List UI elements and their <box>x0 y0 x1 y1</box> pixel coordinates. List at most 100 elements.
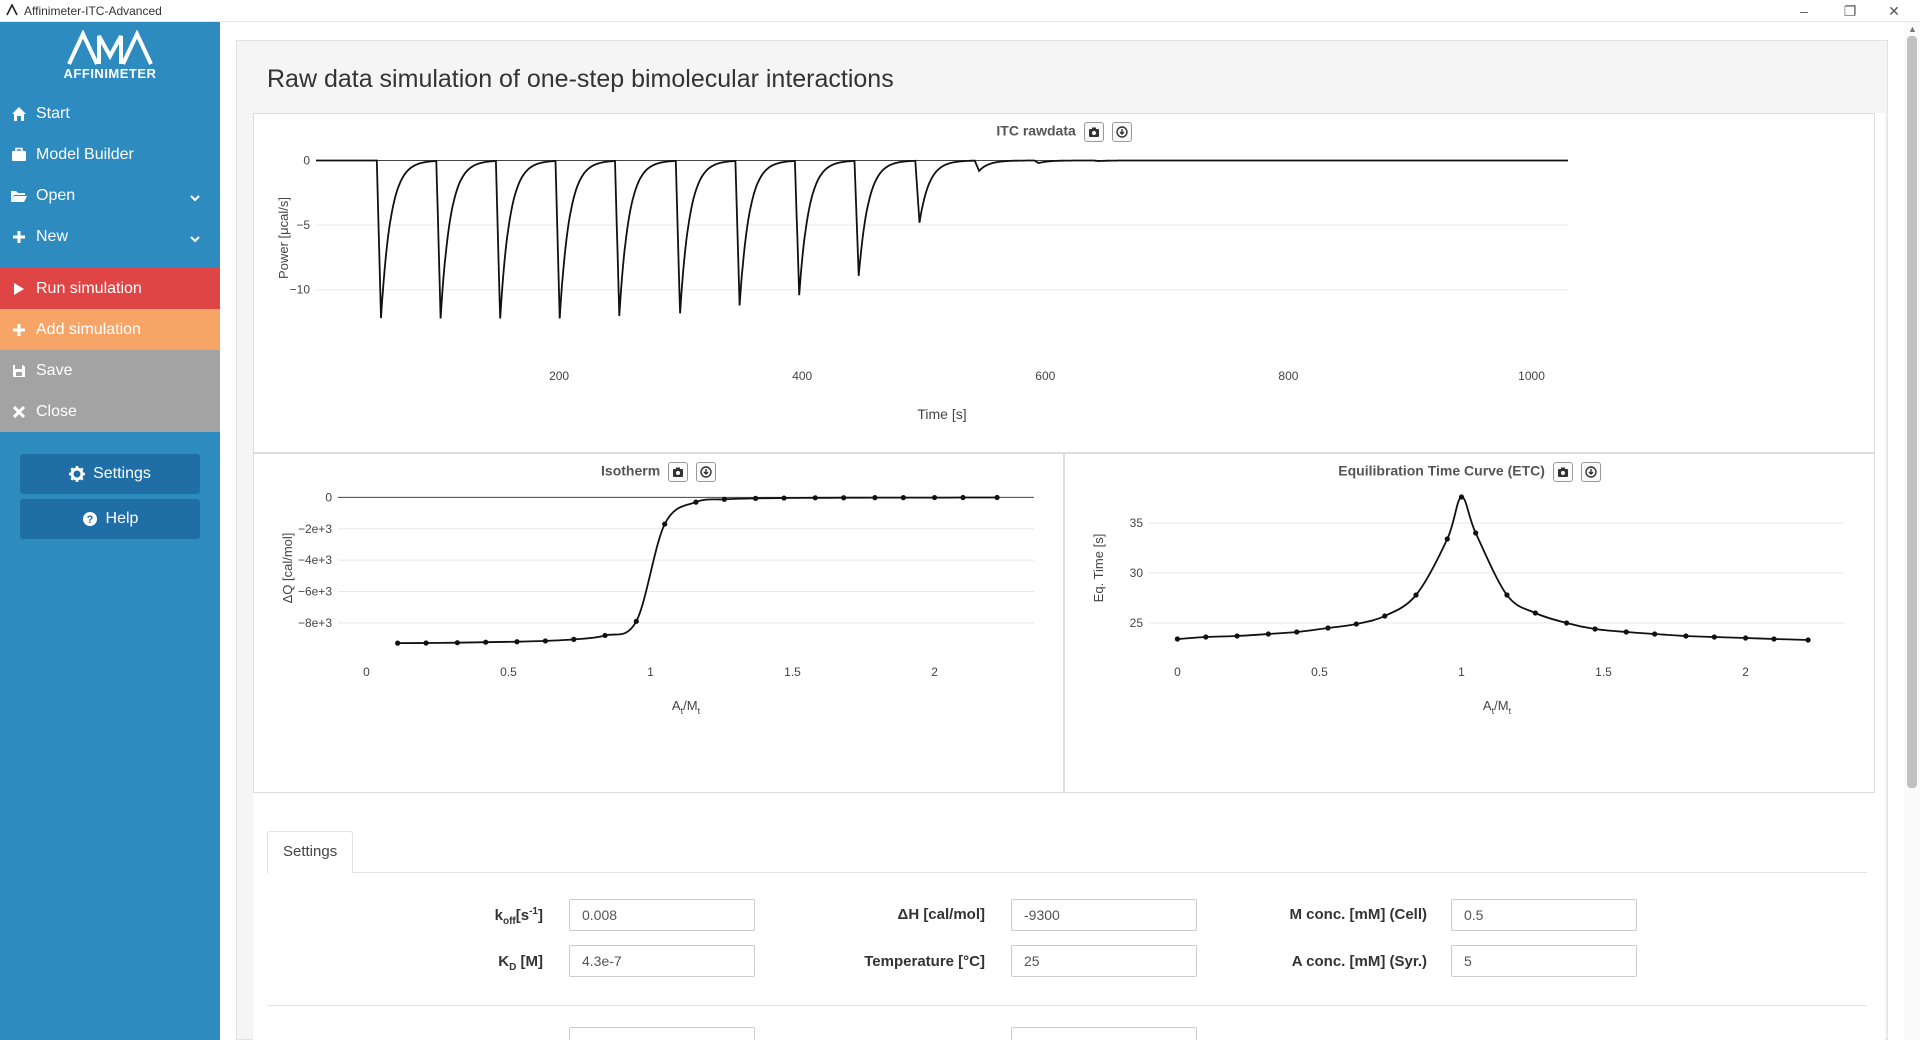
download-icon[interactable] <box>695 462 716 482</box>
sidebar-item-label: Model Builder <box>36 145 134 163</box>
close-button[interactable]: Close <box>0 391 220 432</box>
y-axis-label: ΔQ [cal/mol] <box>280 533 295 604</box>
data-point <box>1413 592 1419 598</box>
data-point <box>1504 592 1510 598</box>
home-icon <box>10 105 28 123</box>
question-circle-icon: ? <box>82 511 98 527</box>
y-tick-label: 30 <box>1130 566 1144 580</box>
isotherm-plot: 0 −2e+3 −4e+3 −6e+3 −8e+3 0 0.5 1 1.5 2 At/Mt ΔQ [c… <box>253 453 1064 793</box>
x-tick-label: 1.5 <box>1595 665 1612 679</box>
x-axis-label: At/Mt <box>1483 698 1512 716</box>
x-tick-label: 2 <box>1742 665 1749 679</box>
data-point <box>423 640 429 646</box>
data-point <box>1382 613 1388 619</box>
data-point <box>931 494 938 501</box>
data-point <box>1265 631 1271 637</box>
delta-h-input[interactable] <box>1011 899 1197 931</box>
folder-open-icon <box>10 187 28 205</box>
close-window-button[interactable]: ✕ <box>1888 3 1900 19</box>
data-point <box>872 495 878 501</box>
data-point <box>812 495 818 501</box>
etc-chart: 25 30 35 0 0.5 1 1.5 2 At/Mt Eq. Time [s] <box>1091 494 1845 716</box>
chevron-down-icon <box>190 189 200 207</box>
koff-label: koff[s-1] <box>494 906 543 927</box>
download-icon[interactable] <box>1111 122 1132 142</box>
y-tick-label: −6e+3 <box>298 585 332 599</box>
next-row-input[interactable] <box>1011 1027 1197 1040</box>
data-point <box>514 639 520 645</box>
data-point <box>662 521 668 527</box>
add-simulation-label: Add simulation <box>36 320 141 338</box>
kd-input[interactable] <box>569 945 755 977</box>
power-trace <box>316 159 1568 319</box>
scroll-thumb[interactable] <box>1907 36 1917 788</box>
x-tick-label: 1000 <box>1518 369 1545 383</box>
x-tick-label: 600 <box>1035 369 1055 383</box>
help-button[interactable]: ? Help <box>20 499 200 539</box>
data-point <box>1294 629 1300 635</box>
data-point <box>1353 621 1359 627</box>
y-tick-label: 25 <box>1130 616 1144 630</box>
minimize-button[interactable]: – <box>1800 3 1808 19</box>
download-icon[interactable] <box>1580 462 1601 482</box>
settings-button[interactable]: Settings <box>20 454 200 494</box>
delta-h-label: ΔH [cal/mol] <box>897 906 985 923</box>
x-tick-label: 1 <box>1458 665 1465 679</box>
settings-divider <box>267 1005 1867 1006</box>
chevron-down-icon <box>190 230 200 248</box>
data-point <box>1325 625 1331 631</box>
x-tick-label: 200 <box>549 369 569 383</box>
save-label: Save <box>36 361 73 379</box>
gear-icon <box>69 466 86 482</box>
y-tick-label: −10 <box>290 283 311 297</box>
data-point <box>1742 635 1749 641</box>
isotherm-title: Isotherm <box>601 462 661 479</box>
itc-rawdata-title: ITC rawdata <box>996 122 1076 139</box>
restore-button[interactable]: ❐ <box>1843 3 1857 19</box>
data-point <box>1623 629 1629 635</box>
add-simulation-button[interactable]: Add simulation <box>0 309 220 350</box>
save-button[interactable]: Save <box>0 350 220 391</box>
sidebar-item-new[interactable]: New <box>0 216 220 257</box>
data-point <box>994 494 1000 501</box>
y-tick-label: 35 <box>1130 516 1144 530</box>
run-simulation-label: Run simulation <box>36 279 142 297</box>
sidebar-item-model-builder[interactable]: Model Builder <box>0 134 220 175</box>
svg-text:?: ? <box>86 514 93 526</box>
y-tick-label: −2e+3 <box>298 522 332 536</box>
sidebar-item-label: Open <box>36 186 76 204</box>
sidebar-item-open[interactable]: Open <box>0 175 220 216</box>
main-area: Raw data simulation of one-step bimolecu… <box>220 22 1900 1040</box>
isotherm-title-bar: Isotherm <box>254 462 1063 482</box>
camera-icon[interactable] <box>668 462 689 482</box>
simulation-panel: Raw data simulation of one-step bimolecu… <box>236 40 1888 1040</box>
sidebar-item-label: New <box>36 227 69 245</box>
run-simulation-button[interactable]: Run simulation <box>0 268 220 309</box>
camera-icon[interactable] <box>1552 462 1573 482</box>
data-point <box>900 495 906 501</box>
briefcase-icon <box>10 146 28 164</box>
help-button-label: Help <box>105 510 139 527</box>
tab-settings[interactable]: Settings <box>267 831 354 874</box>
m-conc-input[interactable] <box>1451 899 1637 931</box>
settings-tabs: Settings <box>267 831 1867 874</box>
page-title: Raw data simulation of one-step bimolecu… <box>267 65 894 93</box>
temperature-input[interactable] <box>1011 945 1197 977</box>
scroll-up-icon[interactable]: ▲ <box>1908 24 1917 34</box>
data-point <box>483 639 489 645</box>
camera-icon[interactable] <box>1083 122 1104 142</box>
data-point <box>721 496 727 502</box>
a-conc-input[interactable] <box>1451 945 1637 977</box>
koff-input[interactable] <box>569 899 755 931</box>
a-conc-label: A conc. [mM] (Syr.) <box>1291 953 1427 970</box>
data-point <box>1805 637 1811 643</box>
y-tick-label: −8e+3 <box>298 616 332 630</box>
itc-rawdata-chart: 0 −5 −10 200 400 600 800 1000 Time [s] Power [μca… <box>276 153 1568 422</box>
vertical-scrollbar[interactable]: ▲ <box>1904 22 1920 1040</box>
window-title-bar: Affinimeter-ITC-Advanced – ❐ ✕ <box>0 0 1920 22</box>
y-tick-label: −4e+3 <box>298 553 332 567</box>
sidebar-item-start[interactable]: Start <box>0 93 220 134</box>
y-tick-label: 0 <box>325 490 332 504</box>
next-row-input[interactable] <box>569 1027 755 1040</box>
data-point <box>1444 536 1450 542</box>
